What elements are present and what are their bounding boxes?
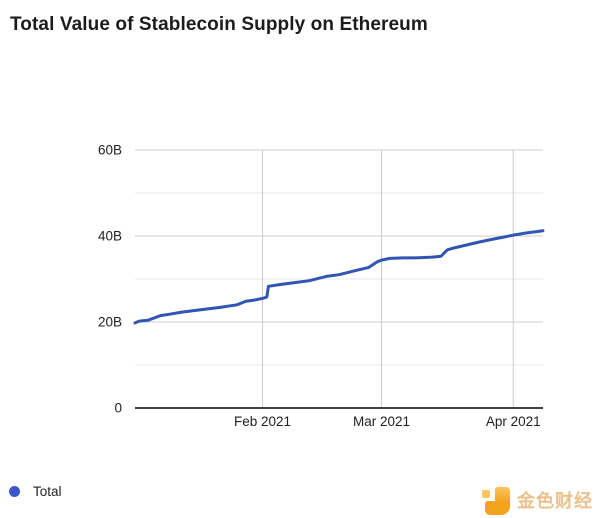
svg-text:Mar 2021: Mar 2021 bbox=[353, 414, 410, 429]
logo-j-shape bbox=[495, 487, 510, 515]
svg-text:20B: 20B bbox=[98, 315, 122, 330]
jinse-finance-logo-icon bbox=[481, 485, 512, 515]
line-chart-plot: Feb 2021 Mar 2021 Apr 2021 0 20B 40B 60B bbox=[98, 143, 545, 429]
legend-dot-icon bbox=[9, 486, 20, 497]
svg-text:Apr 2021: Apr 2021 bbox=[486, 414, 541, 429]
svg-text:60B: 60B bbox=[98, 143, 122, 158]
legend-label: Total bbox=[33, 484, 62, 499]
logo-square-shape bbox=[482, 490, 490, 498]
watermark: 金色财经 bbox=[481, 485, 593, 515]
legend-item-total[interactable]: Total bbox=[9, 484, 62, 499]
svg-text:0: 0 bbox=[114, 401, 122, 416]
chart-title: Total Value of Stablecoin Supply on Ethe… bbox=[10, 14, 428, 35]
watermark-text: 金色财经 bbox=[517, 491, 593, 511]
svg-text:40B: 40B bbox=[98, 229, 122, 244]
svg-text:Feb 2021: Feb 2021 bbox=[234, 414, 291, 429]
